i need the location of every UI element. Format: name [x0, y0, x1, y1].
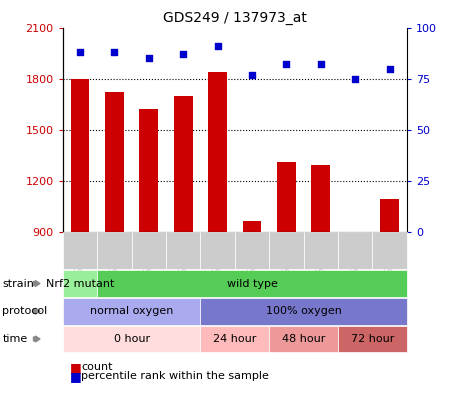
Point: [317, 61, 325, 68]
Text: ■: ■: [70, 370, 81, 383]
Text: protocol: protocol: [2, 306, 47, 316]
Text: 100% oxygen: 100% oxygen: [266, 306, 342, 316]
Point: [214, 43, 221, 49]
Text: Nrf2 mutant: Nrf2 mutant: [46, 278, 114, 289]
Text: wild type: wild type: [226, 278, 278, 289]
Title: GDS249 / 137973_at: GDS249 / 137973_at: [163, 11, 307, 25]
Bar: [208, 72, 227, 232]
Bar: [380, 199, 399, 232]
Text: strain: strain: [2, 278, 34, 289]
Text: percentile rank within the sample: percentile rank within the sample: [81, 371, 269, 381]
Text: count: count: [81, 362, 113, 372]
Bar: [71, 79, 89, 232]
Point: [145, 55, 153, 61]
Point: [386, 65, 393, 72]
Bar: [140, 109, 158, 232]
Text: ■: ■: [70, 361, 81, 373]
Text: 0 hour: 0 hour: [113, 334, 150, 344]
Point: [76, 49, 84, 55]
Bar: [174, 96, 193, 232]
Text: 48 hour: 48 hour: [282, 334, 326, 344]
Point: [179, 51, 187, 57]
Bar: [243, 221, 261, 232]
Bar: [312, 166, 330, 232]
Point: [352, 76, 359, 82]
Point: [283, 61, 290, 68]
Text: normal oxygen: normal oxygen: [90, 306, 173, 316]
Bar: [105, 92, 124, 232]
Text: time: time: [2, 334, 27, 344]
Point: [248, 71, 256, 78]
Bar: [277, 162, 296, 232]
Bar: [346, 232, 365, 237]
Point: [111, 49, 118, 55]
Text: 24 hour: 24 hour: [213, 334, 257, 344]
Text: 72 hour: 72 hour: [351, 334, 394, 344]
